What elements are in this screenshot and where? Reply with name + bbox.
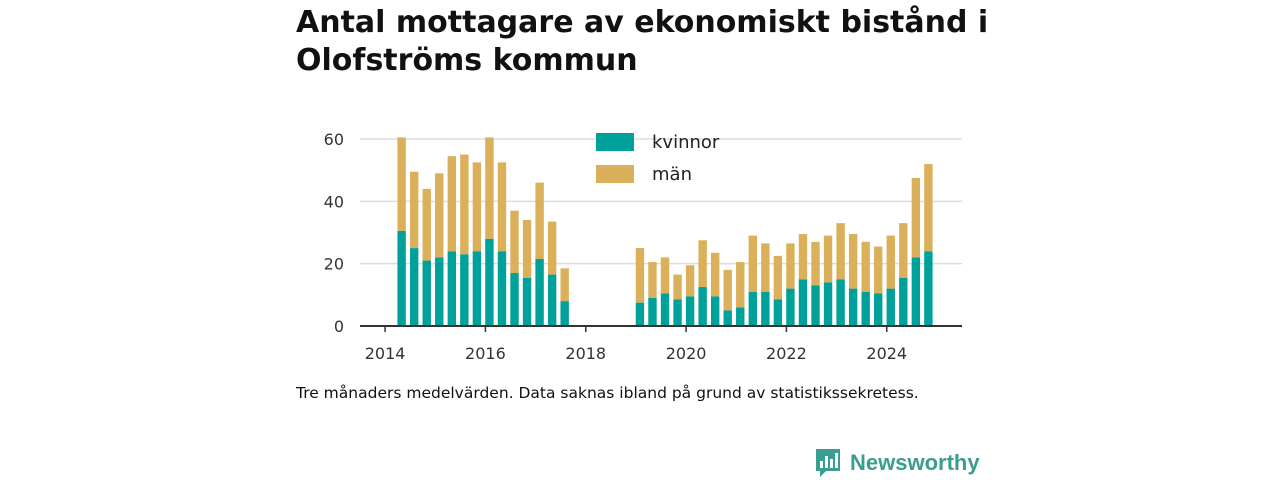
- bar-kvinnor: [409, 248, 419, 326]
- bar-man: [698, 240, 707, 288]
- bar-kvinnor: [497, 251, 507, 326]
- bar-man: [635, 248, 645, 303]
- bar-man: [798, 234, 808, 280]
- bar-kvinnor: [773, 299, 783, 326]
- bar-kvinnor: [485, 238, 494, 326]
- legend-label-kvinnor: kvinnor: [652, 132, 720, 153]
- bar-man: [460, 154, 469, 255]
- x-tick-label: 2020: [666, 344, 707, 363]
- bar-man: [447, 156, 457, 252]
- bar-kvinnor: [710, 296, 720, 326]
- bar-man: [560, 268, 569, 302]
- bar-man: [422, 188, 431, 261]
- bar-kvinnor: [673, 299, 682, 326]
- bar-kvinnor: [447, 251, 457, 326]
- bar-kvinnor: [560, 301, 569, 326]
- y-tick-label: 40: [324, 192, 344, 211]
- bar-kvinnor: [886, 288, 895, 326]
- bar-kvinnor: [836, 279, 845, 326]
- bar-man: [685, 265, 695, 297]
- legend-swatch-kvinnor: [596, 133, 634, 151]
- bar-kvinnor: [861, 291, 870, 326]
- bar-man: [848, 234, 858, 289]
- bar-man: [823, 235, 833, 283]
- bar-kvinnor: [660, 293, 670, 326]
- bar-kvinnor: [685, 296, 695, 326]
- brand-name: Newsworthy: [850, 450, 980, 475]
- bar-kvinnor: [422, 260, 431, 326]
- bar-kvinnor: [924, 251, 933, 326]
- bar-kvinnor: [522, 277, 532, 326]
- bar-kvinnor: [874, 293, 883, 326]
- x-tick-label: 2016: [465, 344, 506, 363]
- axes: 0 20 40 60 2014 2016 2018 2020 2022 2024: [324, 130, 962, 363]
- y-tick-label: 60: [324, 130, 344, 149]
- bar-man: [547, 221, 557, 275]
- bar-kvinnor: [736, 307, 745, 326]
- bar-man: [435, 173, 444, 258]
- chart-title: Antal mottagare av ekonomiskt bistånd i …: [296, 5, 989, 78]
- bar-man: [773, 255, 783, 300]
- x-tick-label: 2024: [866, 344, 907, 363]
- brand-logo: Newsworthy: [814, 446, 980, 480]
- bar-man: [748, 235, 758, 292]
- bar-man: [648, 262, 657, 298]
- bar-man: [522, 220, 532, 278]
- bar-chart-speech-bubble-icon: [816, 449, 840, 477]
- bar-man: [924, 163, 933, 252]
- bar-kvinnor: [786, 288, 795, 326]
- bar-man: [736, 262, 745, 308]
- bar-kvinnor: [648, 297, 657, 326]
- bar-man: [660, 257, 670, 294]
- x-tick-label: 2022: [766, 344, 807, 363]
- bar-man: [899, 223, 908, 278]
- bar-kvinnor: [899, 277, 908, 326]
- bar-kvinnor: [723, 310, 732, 326]
- bar-kvinnor: [435, 257, 444, 326]
- bar-kvinnor: [460, 254, 469, 326]
- bar-kvinnor: [535, 258, 544, 326]
- bar-man: [874, 246, 883, 294]
- x-tick-label: 2018: [565, 344, 606, 363]
- bar-man: [836, 223, 845, 280]
- bar-kvinnor: [635, 302, 645, 326]
- bar-man: [761, 243, 770, 292]
- bar-man: [673, 274, 682, 300]
- bar-kvinnor: [748, 291, 758, 326]
- bar-kvinnor: [472, 251, 482, 326]
- bar-man: [535, 182, 544, 259]
- bar-man: [497, 162, 507, 252]
- bar-kvinnor: [848, 288, 858, 326]
- legend-label-man: män: [652, 164, 692, 185]
- x-tick-label: 2014: [365, 344, 406, 363]
- bar-kvinnor: [547, 274, 557, 326]
- bar-man: [485, 137, 494, 239]
- bar-man: [886, 235, 895, 289]
- bar-man: [786, 243, 795, 289]
- bar-kvinnor: [510, 273, 519, 326]
- y-tick-label: 0: [334, 317, 344, 336]
- bar-kvinnor: [811, 285, 820, 326]
- bar-kvinnor: [798, 279, 808, 326]
- bar-man: [723, 269, 732, 311]
- bar-man: [710, 252, 720, 297]
- bar-man: [510, 210, 519, 274]
- bar-man: [911, 177, 921, 258]
- bar-man: [409, 171, 419, 249]
- bar-man: [811, 241, 820, 286]
- bar-man: [397, 137, 406, 231]
- y-tick-label: 20: [324, 255, 344, 274]
- stacked-bar-chart: 0 20 40 60 2014 2016 2018 2020 2022 2024 kvinnor …: [324, 130, 962, 363]
- legend: kvinnor män: [596, 132, 720, 185]
- bar-man: [472, 162, 482, 252]
- bar-man: [861, 241, 870, 292]
- bar-kvinnor: [397, 230, 406, 326]
- bar-kvinnor: [761, 291, 770, 326]
- bar-kvinnor: [698, 287, 707, 326]
- bar-kvinnor: [911, 257, 921, 326]
- bars: [397, 137, 933, 326]
- legend-swatch-man: [596, 165, 634, 183]
- bar-kvinnor: [823, 282, 833, 326]
- chart-caption: Tre månaders medelvärden. Data saknas ib…: [296, 384, 919, 402]
